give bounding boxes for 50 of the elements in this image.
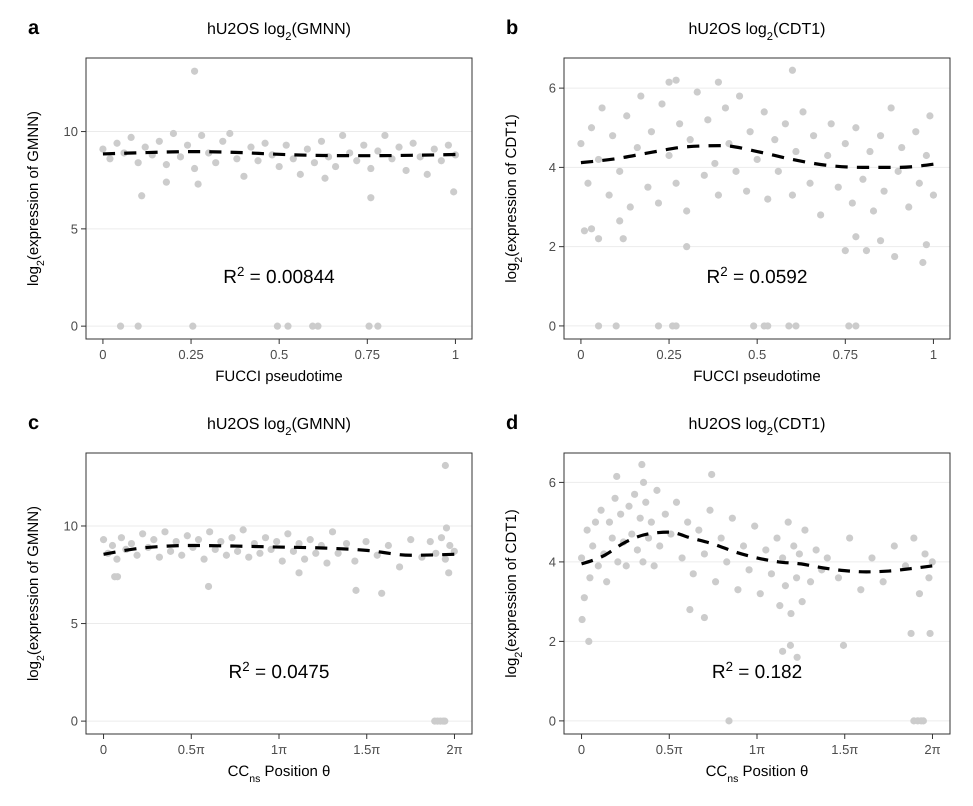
x-tick-label: 0.25 [178,347,204,362]
chart-title: hU2OS log$_{2}$(CDT1) [688,21,826,43]
chart-title: hU2OS log$_{2}$(CDT1) [688,416,826,438]
x-tick-label: 2π [446,742,463,757]
x-tick-label: 0.75 [832,347,858,362]
x-tick-label: 0 [100,742,108,757]
x-axis-title: CC$_{ns}$ Position θ [228,763,330,785]
x-tick-label: 0.5π [178,742,205,757]
x-tick-label: 0.25 [656,347,682,362]
y-tick-label: 0 [548,318,556,334]
y-tick-label: 5 [70,616,78,632]
y-tick-label: 0 [70,714,78,729]
text: d [506,412,518,434]
y-tick-label: 10 [64,518,78,534]
x-tick-label: 1 [930,347,938,362]
chart-title: hU2OS log$_{2}$(GMNN) [206,21,352,43]
x-tick-label: 0 [578,742,586,757]
x-tick-label: 1.5π [831,742,858,757]
y-tick-label: 0 [548,713,556,728]
y-tick-label: 0 [70,318,78,334]
y-tick-label: 2 [548,239,556,254]
x-tick-label: 1π [270,742,288,757]
text: a [28,17,40,39]
text: b [506,17,518,39]
annotation: R$^{2}$ = 0.0592 [706,263,808,288]
x-tick-label: 0 [577,347,585,362]
y-tick-label: 5 [70,221,78,236]
annotation: R$^{2}$ = 0.0475 [228,658,330,683]
x-tick-label: 0.75 [354,347,380,362]
y-tick-label: 6 [548,80,556,96]
x-tick-label: 0 [99,347,107,362]
chart-title: hU2OS log$_{2}$(GMNN) [206,416,352,438]
y-tick-label: 10 [64,124,78,140]
annotation: R$^{2}$ = 0.182 [712,658,802,683]
x-tick-label: 0.5 [748,347,766,362]
y-tick-label: 4 [548,554,556,570]
y-tick-label: 2 [548,634,556,649]
x-tick-label: 1π [748,742,766,757]
x-tick-label: 1.5π [353,742,380,757]
x-axis-title: CC$_{ns}$ Position θ [706,763,808,785]
x-tick-label: 2π [924,742,941,757]
text: c [28,412,40,434]
x-axis-title: FUCCI pseudotime [693,368,821,385]
x-tick-label: 1 [452,347,460,362]
x-axis-title: FUCCI pseudotime [215,368,343,385]
y-tick-label: 4 [548,160,556,175]
x-tick-label: 0.5 [270,347,288,362]
annotation: R$^{2}$ = 0.00844 [223,263,336,288]
y-tick-label: 6 [548,474,556,490]
x-tick-label: 0.5π [656,742,683,757]
